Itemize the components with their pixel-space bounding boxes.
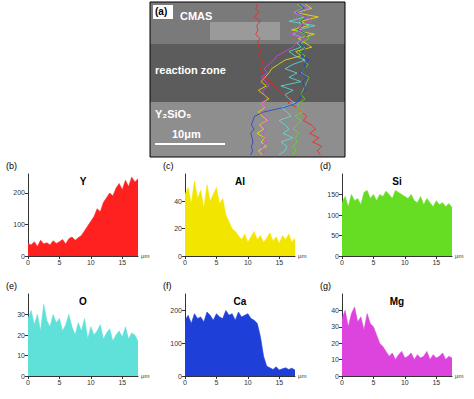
svg-text:reaction zone: reaction zone [155, 64, 226, 76]
svg-text:μm: μm [455, 373, 463, 379]
svg-text:0: 0 [26, 379, 30, 386]
svg-text:O: O [79, 296, 87, 307]
svg-text:5: 5 [371, 379, 375, 386]
svg-text:5: 5 [57, 259, 61, 266]
svg-text:150: 150 [327, 191, 339, 198]
svg-text:10: 10 [401, 379, 409, 386]
svg-text:200: 200 [170, 307, 182, 314]
svg-text:0: 0 [335, 373, 339, 380]
svg-text:μm: μm [298, 253, 306, 259]
svg-text:10: 10 [17, 352, 25, 359]
svg-text:(d): (d) [320, 161, 331, 171]
svg-text:15: 15 [432, 259, 440, 266]
svg-text:(g): (g) [320, 281, 331, 291]
svg-text:100: 100 [327, 212, 339, 219]
svg-text:20: 20 [17, 332, 25, 339]
svg-text:0: 0 [21, 373, 25, 380]
svg-text:CMAS: CMAS [180, 10, 212, 22]
svg-text:0: 0 [178, 373, 182, 380]
svg-text:30: 30 [331, 323, 339, 330]
svg-text:200: 200 [13, 189, 25, 196]
svg-text:Mg: Mg [390, 296, 404, 307]
svg-text:100: 100 [170, 340, 182, 347]
svg-text:μm: μm [141, 373, 149, 379]
svg-text:10: 10 [401, 259, 409, 266]
svg-text:20: 20 [331, 340, 339, 347]
svg-text:(e): (e) [6, 281, 17, 291]
svg-text:Si: Si [392, 176, 402, 187]
svg-text:0: 0 [335, 253, 339, 260]
svg-text:5: 5 [214, 379, 218, 386]
svg-text:0: 0 [340, 379, 344, 386]
svg-text:40: 40 [174, 198, 182, 205]
svg-text:Ca: Ca [234, 296, 247, 307]
svg-text:5: 5 [214, 259, 218, 266]
svg-text:5: 5 [57, 379, 61, 386]
svg-text:20: 20 [174, 225, 182, 232]
svg-text:Y: Y [80, 176, 87, 187]
svg-text:10: 10 [244, 259, 252, 266]
svg-text:10: 10 [331, 356, 339, 363]
svg-text:Al: Al [235, 176, 245, 187]
svg-text:30: 30 [17, 311, 25, 318]
svg-text:15: 15 [118, 259, 126, 266]
svg-text:50: 50 [331, 232, 339, 239]
svg-text:(f): (f) [163, 281, 172, 291]
svg-text:(b): (b) [6, 161, 17, 171]
svg-text:10: 10 [87, 259, 95, 266]
svg-text:0: 0 [26, 259, 30, 266]
svg-text:100: 100 [13, 221, 25, 228]
svg-text:Y₂SiO₅: Y₂SiO₅ [155, 108, 191, 120]
svg-text:40: 40 [331, 307, 339, 314]
svg-text:0: 0 [183, 379, 187, 386]
svg-text:μm: μm [298, 373, 306, 379]
svg-text:0: 0 [183, 259, 187, 266]
svg-text:15: 15 [275, 259, 283, 266]
svg-text:0: 0 [21, 253, 25, 260]
svg-text:5: 5 [371, 259, 375, 266]
svg-text:10μm: 10μm [172, 128, 201, 140]
svg-text:0: 0 [178, 253, 182, 260]
svg-text:μm: μm [141, 253, 149, 259]
svg-text:15: 15 [118, 379, 126, 386]
svg-text:10: 10 [244, 379, 252, 386]
svg-text:μm: μm [455, 253, 463, 259]
svg-text:0: 0 [340, 259, 344, 266]
svg-text:10: 10 [87, 379, 95, 386]
svg-text:15: 15 [275, 379, 283, 386]
svg-text:15: 15 [432, 379, 440, 386]
svg-text:(c): (c) [163, 161, 174, 171]
svg-text:(a): (a) [155, 6, 167, 17]
